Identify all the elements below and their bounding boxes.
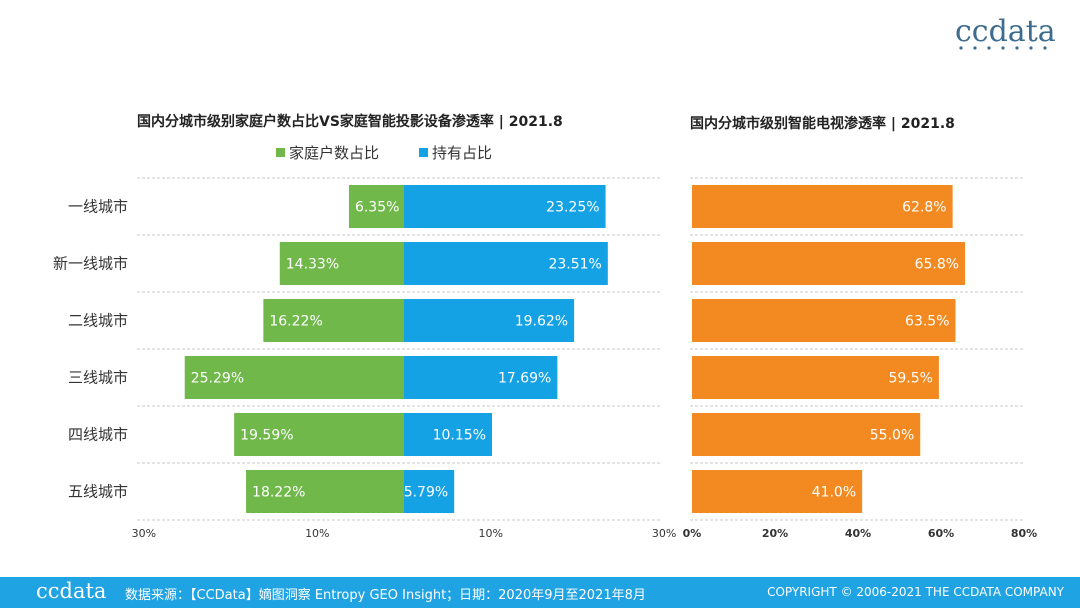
bar-label-ownership: 10.15% <box>433 428 486 444</box>
brand-logo: ccdata <box>955 14 1056 49</box>
bar-ownership <box>404 242 608 285</box>
legend-swatch-households <box>276 148 285 157</box>
footer-logo: ccdata <box>36 579 107 603</box>
brand-logo-dots <box>959 46 1047 50</box>
bar-label-smart-tv: 63.5% <box>905 314 949 330</box>
bar-ownership <box>404 470 455 513</box>
left-axis-tick: 30% <box>132 527 156 540</box>
left-chart-title: 国内分城市级别家庭户数占比VS家庭智能投影设备渗透率 | 2021.8 <box>137 114 563 130</box>
bar-label-ownership: 5.79% <box>404 485 448 501</box>
right-axis-tick: 20% <box>762 527 788 540</box>
right-axis-tick: 60% <box>928 527 954 540</box>
left-axis-tick: 30% <box>652 527 676 540</box>
footer-copyright: COPYRIGHT © 2006-2021 THE CCDATA COMPANY <box>767 585 1064 599</box>
bar-label-households: 18.22% <box>252 485 305 501</box>
bar-ownership <box>404 299 575 342</box>
legend-swatch-ownership <box>419 148 428 157</box>
bar-label-ownership: 23.51% <box>548 257 601 273</box>
bar-households <box>263 299 404 342</box>
bar-smart-tv <box>692 185 953 228</box>
bar-label-households: 25.29% <box>191 371 244 387</box>
bar-label-smart-tv: 62.8% <box>902 200 946 216</box>
bar-households <box>246 470 404 513</box>
bar-label-smart-tv: 59.5% <box>888 371 932 387</box>
legend-label-households: 家庭户数占比 <box>289 144 379 162</box>
category-label: 五线城市 <box>68 483 128 501</box>
bar-label-ownership: 23.25% <box>546 200 599 216</box>
bar-label-households: 16.22% <box>269 314 322 330</box>
bar-ownership <box>404 185 606 228</box>
bar-label-smart-tv: 41.0% <box>812 485 856 501</box>
right-axis-tick: 40% <box>845 527 871 540</box>
footer-source: 数据来源：【CCData】嫡图洞察 Entropy GEO Insight；日期… <box>125 588 646 603</box>
right-axis-tick: 0% <box>683 527 702 540</box>
bar-label-smart-tv: 55.0% <box>870 428 914 444</box>
category-label: 一线城市 <box>68 198 128 216</box>
bar-smart-tv <box>692 470 863 513</box>
bar-ownership <box>404 356 558 399</box>
category-label: 四线城市 <box>68 426 128 444</box>
bar-households <box>279 242 404 285</box>
bar-label-households: 19.59% <box>240 428 293 444</box>
category-label: 新一线城市 <box>53 255 128 273</box>
bar-households <box>234 413 404 456</box>
legend-label-ownership: 持有占比 <box>432 144 492 162</box>
bar-label-ownership: 17.69% <box>498 371 551 387</box>
bar-smart-tv <box>692 242 966 285</box>
bar-label-ownership: 19.62% <box>515 314 568 330</box>
footer-bar: ccdata 数据来源：【CCData】嫡图洞察 Entropy GEO Ins… <box>0 577 1080 608</box>
bar-households <box>184 356 404 399</box>
bar-label-households: 14.33% <box>286 257 339 273</box>
right-chart-title: 国内分城市级别智能电视渗透率 | 2021.8 <box>690 116 955 132</box>
bar-smart-tv <box>692 356 939 399</box>
left-axis-tick: 10% <box>478 527 502 540</box>
bar-label-households: 6.35% <box>355 200 399 216</box>
bar-ownership <box>404 413 493 456</box>
right-axis-tick: 80% <box>1011 527 1037 540</box>
bar-label-smart-tv: 65.8% <box>915 257 959 273</box>
left-axis-tick: 10% <box>305 527 329 540</box>
bar-smart-tv <box>692 299 956 342</box>
bar-smart-tv <box>692 413 921 456</box>
category-label: 二线城市 <box>68 312 128 330</box>
bar-households <box>348 185 404 228</box>
category-label: 三线城市 <box>68 369 128 387</box>
